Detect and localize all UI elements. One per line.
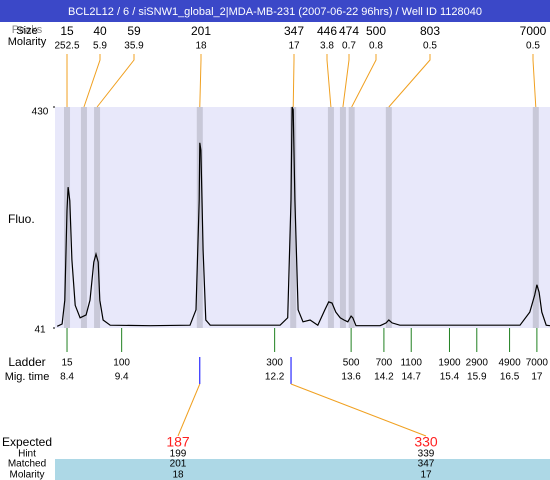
hint-value: 199 xyxy=(170,449,187,460)
plot-area xyxy=(55,107,550,328)
matched-molarity: 18 xyxy=(172,470,184,480)
peak-molarity: 0.8 xyxy=(369,41,383,52)
peak-size: 474 xyxy=(339,24,359,38)
peak-band xyxy=(327,107,334,328)
peak-band xyxy=(196,107,203,328)
peak-leader xyxy=(342,54,350,108)
peak-size: 201 xyxy=(191,24,211,38)
peak-size: 59 xyxy=(127,24,141,38)
matched-molarity: 17 xyxy=(420,470,432,480)
ladder-size: 100 xyxy=(113,358,130,369)
y-axis-label: Fluo. xyxy=(8,212,35,226)
matched-value: 201 xyxy=(170,459,187,470)
peak-molarity: 18 xyxy=(195,41,207,52)
molarity-label: Molarity xyxy=(8,36,47,48)
peak-molarity: 17 xyxy=(288,41,300,52)
matched-value: 347 xyxy=(418,459,435,470)
peak-band xyxy=(339,107,346,328)
peak-molarity: 0.5 xyxy=(526,41,540,52)
peak-size: 803 xyxy=(420,24,440,38)
y-tick-label: 41 xyxy=(34,325,46,336)
peak-band xyxy=(80,107,87,328)
peak-band xyxy=(94,107,101,328)
mig-time: 15.9 xyxy=(467,372,487,383)
peak-leader xyxy=(326,54,332,108)
peak-band xyxy=(385,107,392,328)
mig-time: 17 xyxy=(531,372,543,383)
y-tick-label: 430 xyxy=(32,107,49,118)
peak-leader xyxy=(83,54,101,108)
expected-leader xyxy=(290,383,427,437)
matched-label: Matched xyxy=(8,459,46,470)
expected-value: 330 xyxy=(414,434,438,450)
ladder-size: 1100 xyxy=(400,358,422,369)
mig-time: 15.4 xyxy=(440,372,460,383)
peaks-label: Peaks xyxy=(12,24,43,36)
peak-leader xyxy=(351,54,377,108)
mig-time-label: Mig. time xyxy=(5,371,50,383)
peak-leader xyxy=(292,54,295,108)
mig-time: 8.4 xyxy=(60,372,74,383)
peak-leader xyxy=(532,54,537,108)
ladder-size: 4900 xyxy=(498,358,521,369)
ladder-label: Ladder xyxy=(8,355,45,369)
ladder-size: 700 xyxy=(376,358,393,369)
hint-value: 339 xyxy=(418,449,435,460)
ladder-size: 15 xyxy=(61,358,73,369)
ladder-size: 500 xyxy=(343,358,360,369)
hint-label: Hint xyxy=(18,449,36,460)
title: BCL2L12 / 6 / siSNW1_global_2|MDA-MB-231… xyxy=(68,6,482,18)
mig-time: 9.4 xyxy=(115,372,129,383)
peak-leader xyxy=(388,54,431,108)
expected-molarity-label: Molarity xyxy=(9,470,44,480)
peak-molarity: 35.9 xyxy=(124,41,144,52)
peak-molarity: 0.5 xyxy=(423,41,437,52)
expected-label: Expected xyxy=(2,435,52,449)
peak-molarity: 3.8 xyxy=(320,41,334,52)
peak-leader xyxy=(96,54,135,108)
trace xyxy=(56,106,550,327)
mig-time: 14.2 xyxy=(374,372,394,383)
peak-size: 15 xyxy=(60,24,74,38)
expected-leader xyxy=(177,383,201,437)
mig-time: 12.2 xyxy=(265,372,285,383)
peak-band xyxy=(348,107,355,328)
peak-size: 347 xyxy=(284,24,304,38)
peak-size: 7000 xyxy=(520,24,547,38)
peak-molarity: 252.5 xyxy=(54,41,79,52)
ladder-size: 7000 xyxy=(526,358,549,369)
mig-time: 14.7 xyxy=(401,372,421,383)
peak-leader xyxy=(199,54,202,108)
mig-time: 13.6 xyxy=(341,372,361,383)
peak-size: 446 xyxy=(317,24,337,38)
mig-time: 16.5 xyxy=(500,372,520,383)
title-bar xyxy=(0,0,550,22)
peak-size: 40 xyxy=(93,24,107,38)
expected-value: 187 xyxy=(166,434,190,450)
ladder-size: 2900 xyxy=(466,358,489,369)
ladder-size: 1900 xyxy=(438,358,461,369)
peak-molarity: 0.7 xyxy=(342,41,356,52)
peak-band xyxy=(290,107,297,328)
peak-molarity: 5.9 xyxy=(93,41,107,52)
peak-size: 500 xyxy=(366,24,386,38)
peak-band xyxy=(532,107,539,328)
size-label: Size xyxy=(16,25,37,37)
ladder-size: 300 xyxy=(266,358,283,369)
matched-rows-bg xyxy=(55,459,550,480)
